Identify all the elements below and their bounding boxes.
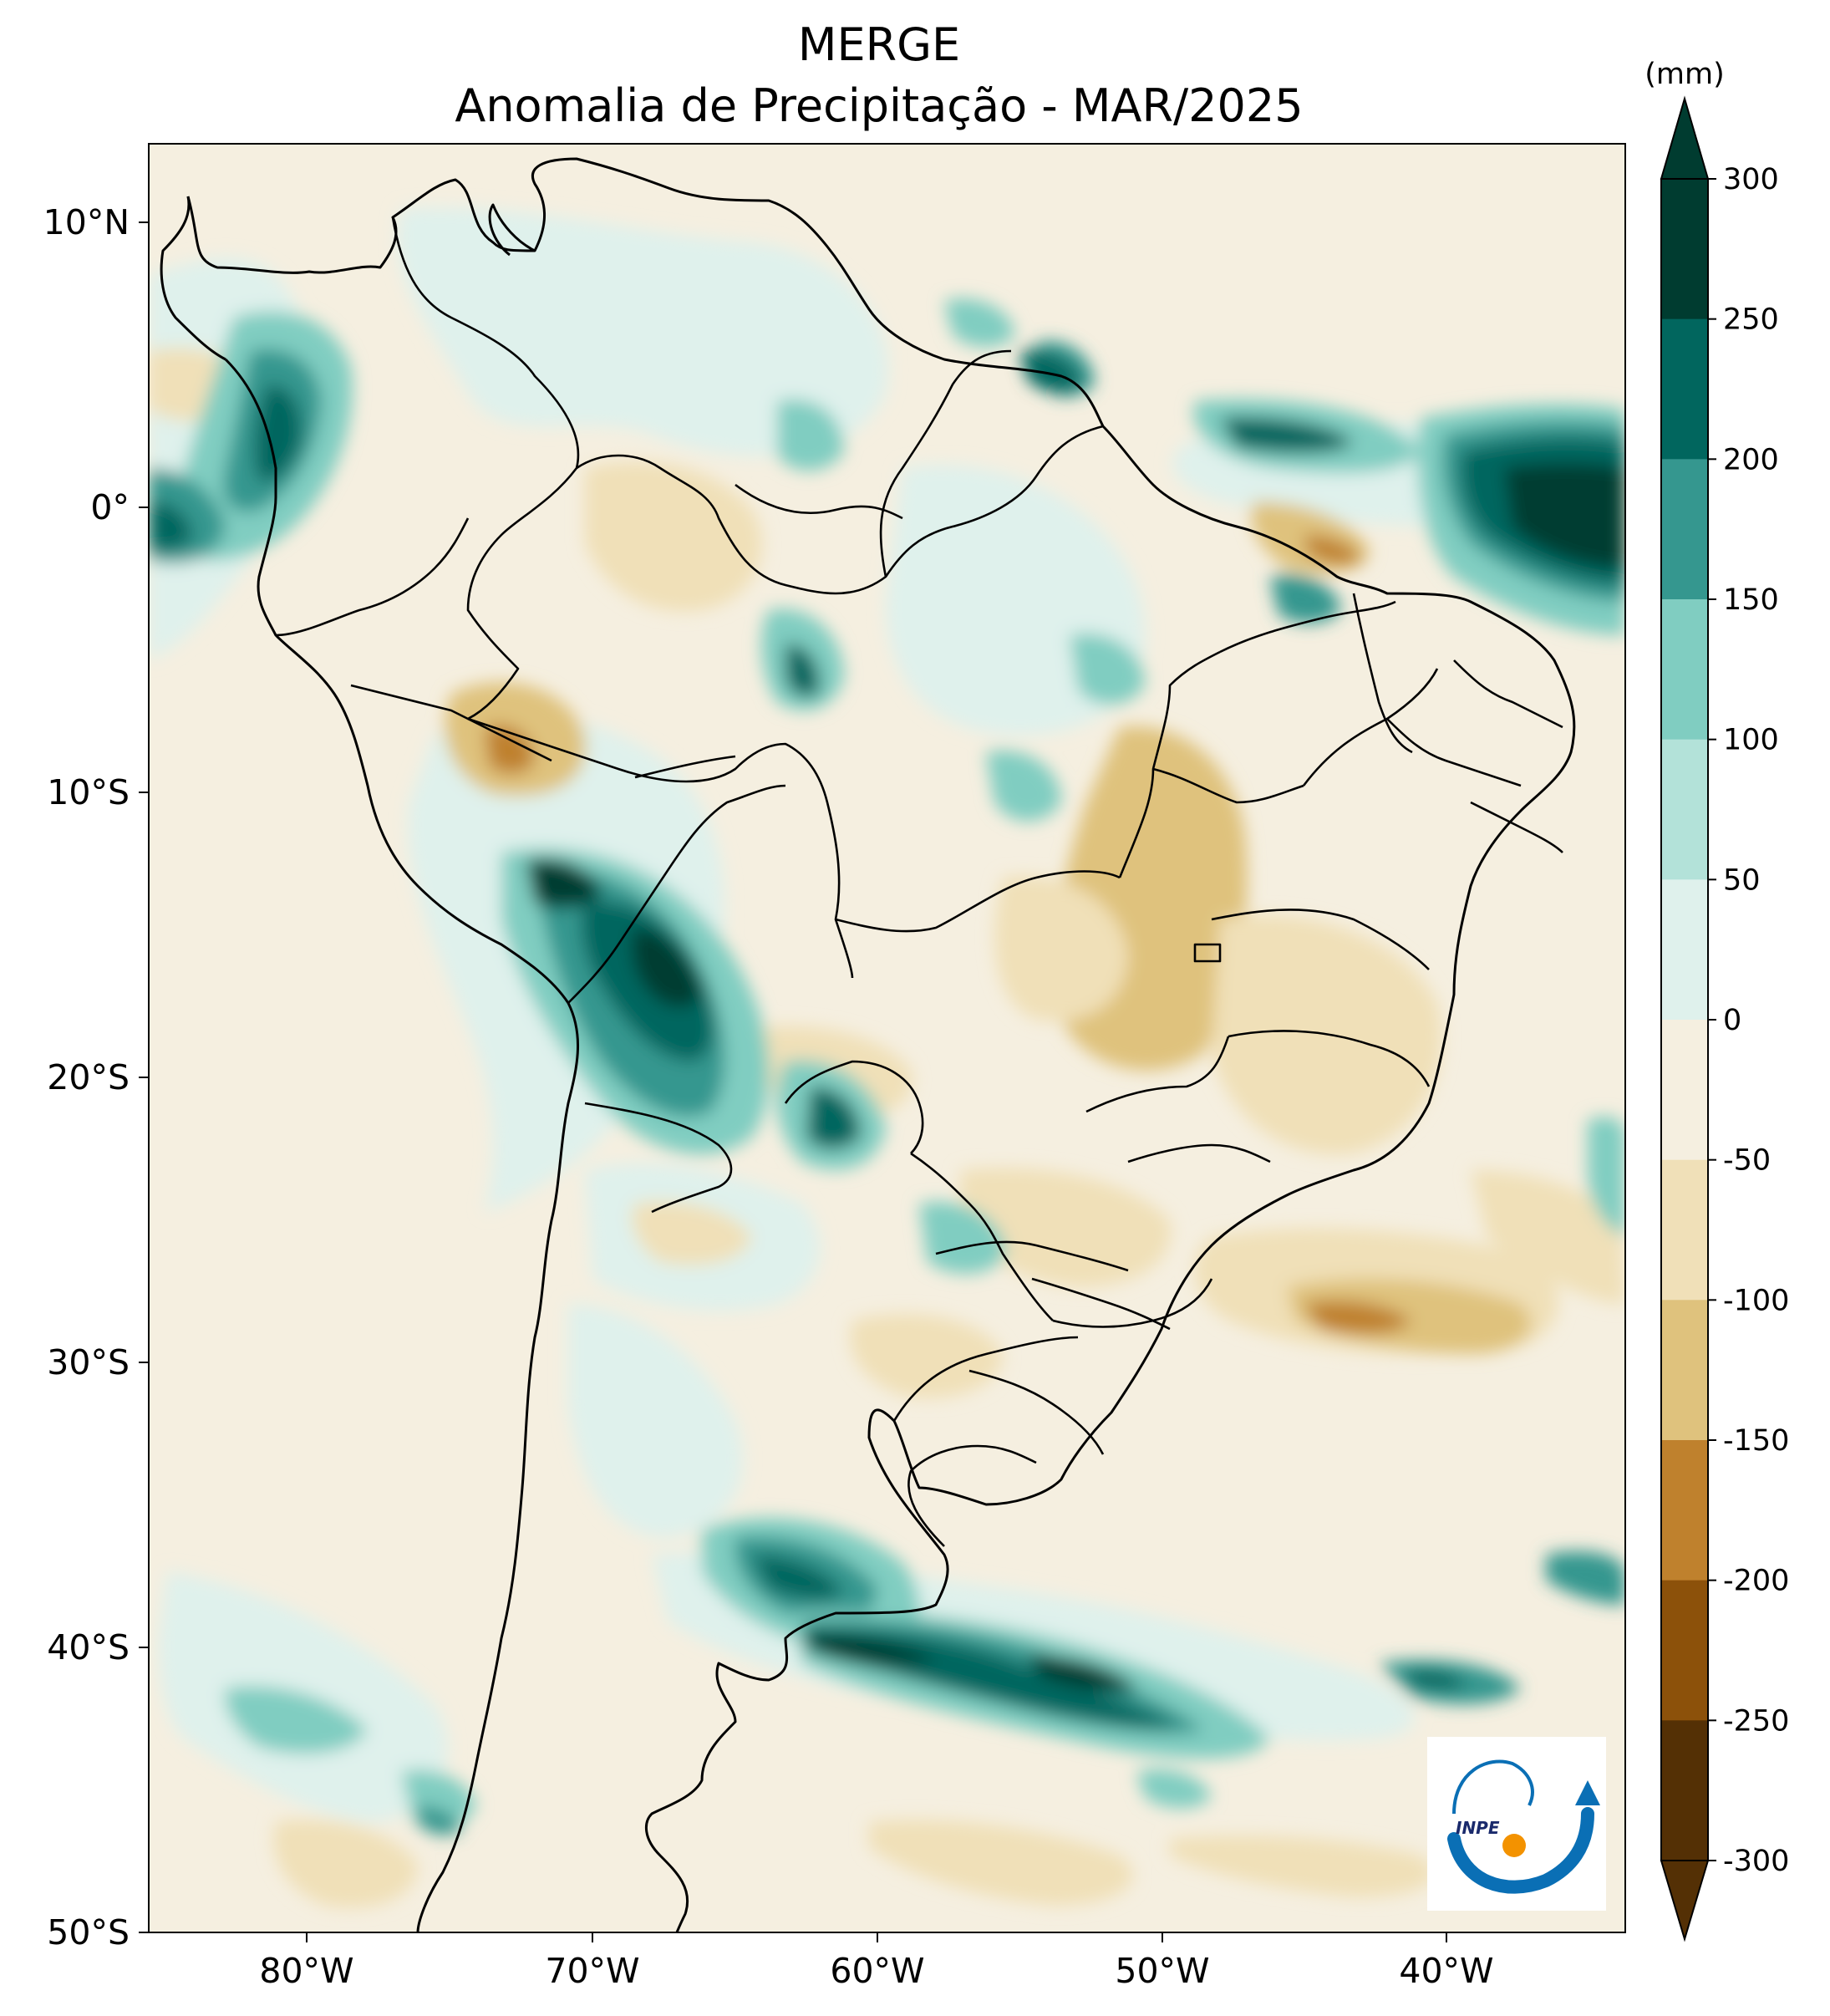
inpe-logo: INPE [1427, 1737, 1606, 1911]
colorbar-labels: 300 250 200 150 100 50 0 -50 -100 -150 -200 -250 -30… [1708, 163, 1789, 1878]
lon-tick-label: 50°W [1115, 1951, 1209, 1991]
map-title: MERGE [798, 18, 960, 71]
lat-tick-label: 10°S [47, 772, 130, 812]
lat-tick-label: 30°S [47, 1342, 130, 1382]
colorbar-segment [1661, 1580, 1708, 1721]
colorbar-tick-label: 150 [1723, 583, 1779, 617]
colorbar-tick-label: 50 [1723, 863, 1761, 897]
colorbar-segment [1661, 459, 1708, 600]
lon-tick-label: 70°W [545, 1951, 639, 1991]
colorbar-tick-label: -150 [1723, 1424, 1789, 1458]
colorbar-tick-label: -300 [1723, 1845, 1789, 1878]
colorbar-extend-top [1660, 95, 1710, 180]
colorbar-tick-label: -50 [1723, 1144, 1771, 1178]
latitude-axis: 10°N 0° 10°S 20°S 30°S 40°S 50°S [43, 202, 149, 1952]
colorbar-tick-label: 250 [1723, 303, 1779, 337]
colorbar-tick-label: -250 [1723, 1704, 1789, 1738]
lon-tick-label: 40°W [1399, 1951, 1493, 1991]
colorbar-segment [1661, 1720, 1708, 1861]
colorbar-segment [1661, 1300, 1708, 1441]
colorbar-segment [1661, 739, 1708, 880]
lat-tick-label: 20°S [47, 1057, 130, 1097]
inpe-logo-text: INPE [1456, 1818, 1500, 1838]
colorbar-segment [1661, 1020, 1708, 1161]
lon-tick-label: 60°W [830, 1951, 924, 1991]
colorbar-tick-label: 100 [1723, 724, 1779, 757]
colorbar-segment [1661, 1440, 1708, 1581]
colorbar-tick-label: 300 [1723, 163, 1779, 196]
colorbar-extend-bottom [1660, 1860, 1710, 1942]
precipitation-anomaly-field [149, 207, 1625, 1908]
lon-tick-label: 80°W [259, 1951, 353, 1991]
colorbar: (mm) 300 250 200 150 100 50 0 -50 -100 -150 -200 -2… [1644, 58, 1789, 1942]
colorbar-tick-label: 0 [1723, 1004, 1741, 1037]
coastlines [160, 157, 1576, 1932]
colorbar-tick-label: -100 [1723, 1284, 1789, 1317]
colorbar-segment [1661, 1159, 1708, 1301]
colorbar-segment [1661, 179, 1708, 320]
colorbar-units-label: (mm) [1644, 58, 1725, 91]
colorbar-segment [1661, 599, 1708, 741]
longitude-axis: 80°W 70°W 60°W 50°W 40°W [259, 1932, 1494, 1991]
colorbar-tick-label: 200 [1723, 443, 1779, 476]
colorbar-tick-label: -200 [1723, 1565, 1789, 1598]
colorbar-segments [1661, 179, 1708, 1861]
lat-tick-label: 10°N [43, 202, 130, 242]
map-panel: INPE [149, 144, 1625, 1932]
map-subtitle: Anomalia de Precipitação - MAR/2025 [455, 79, 1303, 132]
colorbar-segment [1661, 318, 1708, 460]
colorbar-segment [1661, 879, 1708, 1021]
lat-tick-label: 50°S [47, 1912, 130, 1952]
lat-tick-label: 40°S [47, 1627, 130, 1667]
political-borders [275, 216, 1563, 1547]
map-frame [148, 143, 1626, 1933]
lat-tick-label: 0° [90, 487, 130, 527]
